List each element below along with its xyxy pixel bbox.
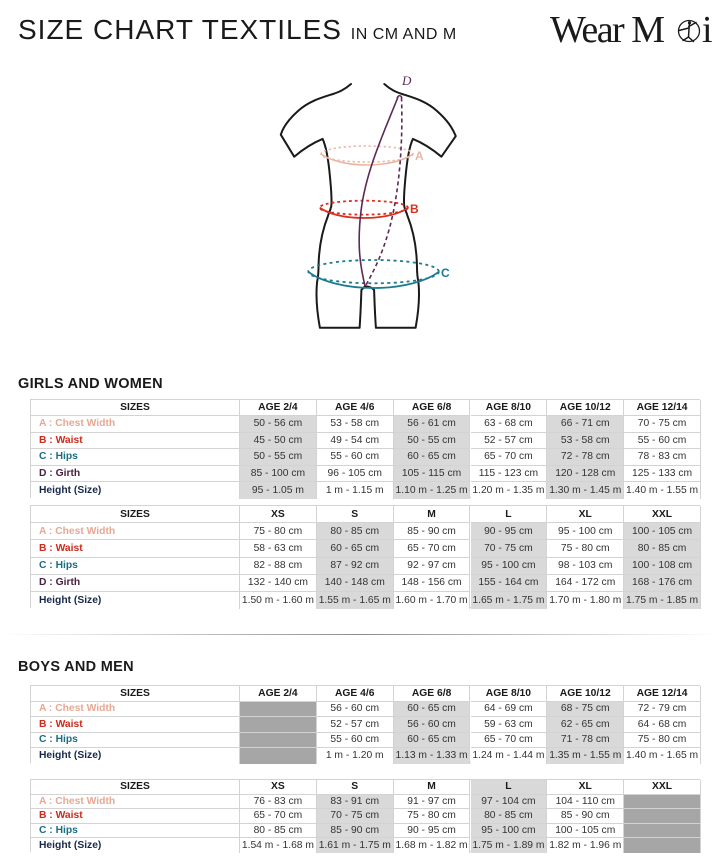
- svg-text:B: B: [410, 202, 419, 216]
- svg-text:C: C: [441, 266, 450, 280]
- svg-text:Wear M: Wear M: [550, 9, 664, 51]
- svg-text:D: D: [401, 73, 412, 88]
- svg-text:i: i: [702, 9, 712, 51]
- svg-text:A: A: [415, 149, 424, 163]
